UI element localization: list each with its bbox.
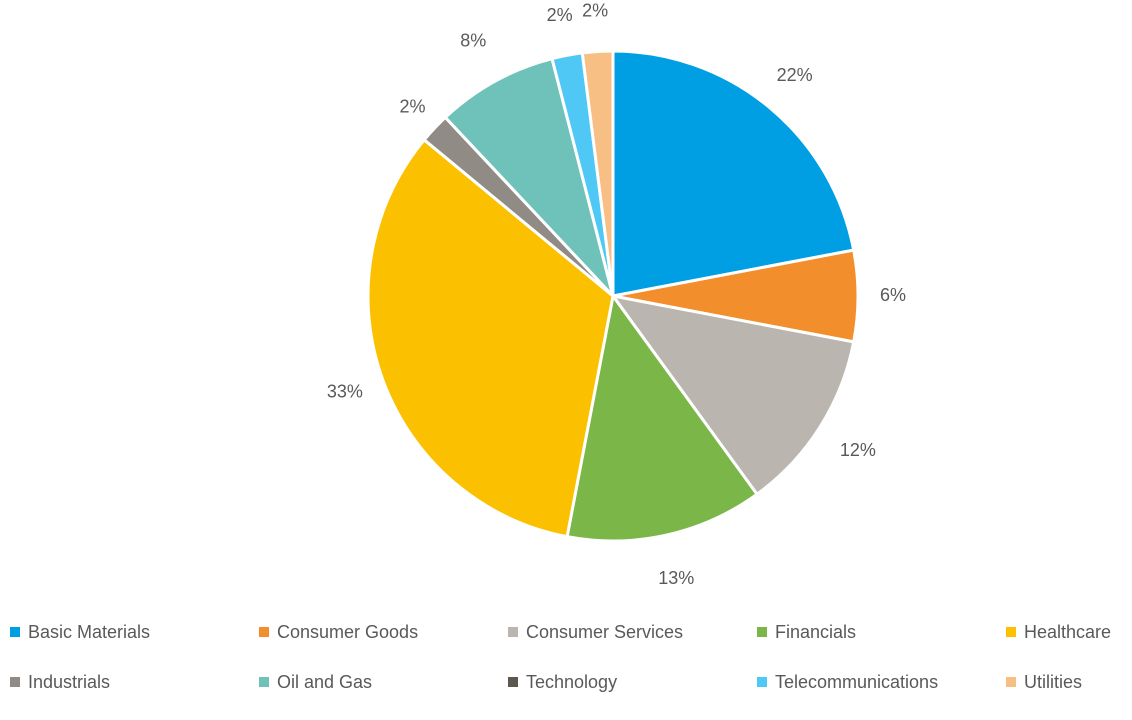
legend-label-financials: Financials <box>775 621 857 642</box>
pie-data-labels: 22% 6% 12% 13% 33% 2% 8% 2% 2% <box>327 0 906 587</box>
data-label-oil-and-gas: 8% <box>460 31 486 51</box>
legend-swatch-oil-and-gas <box>259 677 269 687</box>
data-label-financials: 13% <box>658 568 694 588</box>
legend-item-consumer-services: Consumer Services <box>508 620 683 644</box>
legend-item-healthcare: Healthcare <box>1006 620 1111 644</box>
pie-slice-financials <box>565 294 759 543</box>
pie-slice-basic-materials <box>611 49 856 298</box>
data-label-healthcare: 33% <box>327 381 363 401</box>
legend-label-consumer-services: Consumer Services <box>526 621 684 642</box>
pie-slices <box>366 49 860 543</box>
data-label-basic-materials: 22% <box>777 65 813 85</box>
pie-chart-plot: 22% 6% 12% 13% 33% 2% 8% 2% 2% <box>327 0 906 587</box>
pie-slice-oil-and-gas <box>443 57 615 298</box>
legend-label-telecommunications: Telecommunications <box>775 671 939 692</box>
data-label-utilities: 2% <box>582 0 608 20</box>
legend-swatch-healthcare <box>1006 627 1016 637</box>
pie-slice-utilities <box>580 49 615 298</box>
legend-item-basic-materials: Basic Materials <box>10 620 150 644</box>
legend-item-industrials: Industrials <box>10 670 110 694</box>
legend-swatch-industrials <box>10 677 20 687</box>
legend-item-technology: Technology <box>508 670 617 694</box>
legend-item-utilities: Utilities <box>1006 670 1082 694</box>
chart-legend: Basic Materials Consumer Goods Consumer … <box>0 620 1132 720</box>
data-label-consumer-goods: 6% <box>880 285 906 305</box>
data-label-industrials: 2% <box>400 97 426 117</box>
legend-label-consumer-goods: Consumer Goods <box>277 621 419 642</box>
legend-label-healthcare: Healthcare <box>1024 621 1112 642</box>
legend-swatch-technology <box>508 677 518 687</box>
legend-label-utilities: Utilities <box>1024 671 1083 692</box>
pie-slice-consumer-services <box>611 294 856 496</box>
legend-swatch-utilities <box>1006 677 1016 687</box>
legend-label-technology: Technology <box>526 671 618 692</box>
legend-swatch-consumer-services <box>508 627 518 637</box>
data-label-telecommunications: 2% <box>547 5 573 25</box>
legend-swatch-basic-materials <box>10 627 20 637</box>
data-label-consumer-services: 12% <box>840 440 876 460</box>
legend-item-oil-and-gas: Oil and Gas <box>259 670 372 694</box>
legend-label-basic-materials: Basic Materials <box>28 621 151 642</box>
legend-item-consumer-goods: Consumer Goods <box>259 620 418 644</box>
legend-swatch-consumer-goods <box>259 627 269 637</box>
legend-label-industrials: Industrials <box>28 671 111 692</box>
pie-slice-healthcare <box>366 138 615 539</box>
legend-item-telecommunications: Telecommunications <box>757 670 938 694</box>
legend-label-oil-and-gas: Oil and Gas <box>277 671 373 692</box>
legend-swatch-telecommunications <box>757 677 767 687</box>
legend-swatch-financials <box>757 627 767 637</box>
legend-item-financials: Financials <box>757 620 856 644</box>
